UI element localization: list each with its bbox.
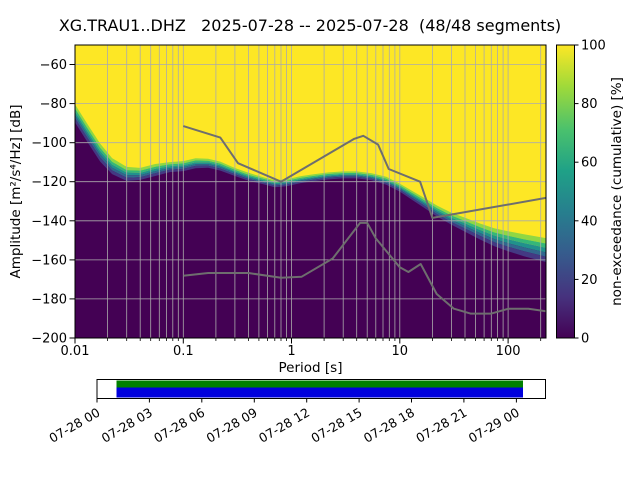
- x-axis-label: Period [s]: [279, 360, 343, 376]
- colorbar-tick-label: 60: [581, 156, 598, 171]
- gridlines: [74, 45, 546, 338]
- colorbar: 0 20 40 60 80 100: [556, 39, 606, 347]
- time-tick-label: 07-28 15: [308, 405, 364, 446]
- time-tick-label: 07-28 18: [361, 405, 417, 446]
- x-tick-label: 0.1: [173, 344, 194, 359]
- y-tick-label: −140: [31, 214, 67, 229]
- y-tick-label: −60: [40, 58, 67, 73]
- y-axis-label: Amplitude [m²/s⁴/Hz] [dB]: [8, 104, 24, 278]
- y-tick-label: −160: [31, 253, 67, 268]
- colorbar-tick-label: 80: [581, 97, 598, 112]
- colorbar-label: non-exceedance (cumulative) [%]: [609, 77, 625, 306]
- colorbar-tick-label: 40: [581, 214, 598, 229]
- noise-model-low-line: [183, 221, 546, 315]
- colorbar-tick-label: 20: [581, 273, 598, 288]
- time-tick-label: 07-28 00: [46, 405, 102, 446]
- x-tick-label: 1: [287, 344, 295, 359]
- time-tick-label: 07-28 09: [204, 405, 260, 446]
- time-tick-label: 07-28 06: [151, 405, 207, 446]
- y-tick-label: −80: [40, 97, 67, 112]
- y-tick-label: −180: [31, 292, 67, 307]
- ppsd-low-region: [75, 113, 546, 338]
- coverage-data: [116, 387, 523, 398]
- colorbar-tick-label: 0: [581, 332, 589, 347]
- y-tick-label: −120: [31, 175, 67, 190]
- time-tick-label: 07-28 21: [413, 405, 469, 446]
- noise-model-high-line: [183, 125, 546, 219]
- chart-title: XG.TRAU1..DHZ 2025-07-28 -- 2025-07-28 (…: [59, 16, 561, 35]
- noise-models: [183, 125, 546, 315]
- axes: 0.01 0.1 1 10 100 −200 −180 −160 −140 −120 −100 −80…: [31, 44, 547, 359]
- y-tick-label: −100: [31, 136, 67, 151]
- colorbar-tick-label: 100: [581, 39, 606, 54]
- time-tick-label: 07-28 12: [256, 405, 312, 446]
- time-tick-label: 07-29 00: [466, 405, 522, 446]
- x-tick-label: 10: [392, 344, 409, 359]
- y-tick-label: −200: [31, 332, 67, 347]
- x-tick-label: 0.01: [61, 344, 90, 359]
- ppsd-render-root: 0.01 0.1 1 10 100 −200 −180 −160 −140 −120 −100 −80…: [31, 39, 606, 446]
- time-tick-label: 07-28 03: [99, 405, 155, 446]
- coverage-segments: [116, 380, 523, 388]
- x-tick-label: 100: [496, 344, 521, 359]
- ppsd-mesh: [75, 45, 546, 338]
